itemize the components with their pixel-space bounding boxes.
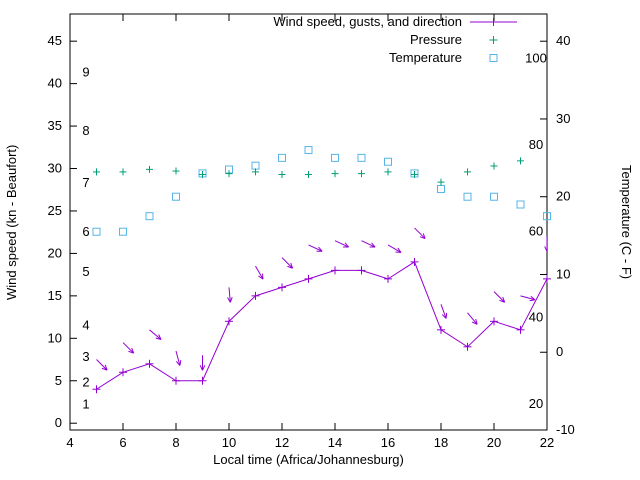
pressure-series — [93, 157, 524, 186]
svg-text:3: 3 — [82, 349, 89, 364]
svg-text:0: 0 — [556, 344, 563, 359]
svg-text:8: 8 — [172, 435, 179, 450]
svg-text:15: 15 — [48, 288, 62, 303]
svg-text:8: 8 — [82, 123, 89, 138]
svg-text:6: 6 — [119, 435, 126, 450]
svg-text:9: 9 — [82, 65, 89, 80]
svg-text:20: 20 — [556, 189, 570, 204]
svg-text:5: 5 — [82, 264, 89, 279]
svg-text:6: 6 — [82, 224, 89, 239]
gust-arrows — [96, 227, 547, 371]
svg-text:0: 0 — [55, 415, 62, 430]
temperature-series — [92, 146, 551, 236]
x-axis-title: Local time (Africa/Johannesburg) — [213, 452, 404, 467]
left-axis-title: Wind speed (kn - Beaufort) — [4, 144, 19, 300]
svg-text:45: 45 — [48, 33, 62, 48]
svg-text:20: 20 — [48, 245, 62, 260]
svg-text:7: 7 — [82, 175, 89, 190]
svg-text:20: 20 — [529, 396, 543, 411]
svg-text:Pressure: Pressure — [410, 32, 462, 47]
svg-text:80: 80 — [529, 137, 543, 152]
svg-text:2: 2 — [82, 374, 89, 389]
svg-text:20: 20 — [487, 435, 501, 450]
svg-text:25: 25 — [48, 203, 62, 218]
svg-text:12: 12 — [275, 435, 289, 450]
legend: Wind speed, gusts, and direction Pressure… — [273, 14, 517, 65]
plot-border — [69, 13, 548, 431]
svg-text:60: 60 — [529, 223, 543, 238]
svg-text:40: 40 — [556, 33, 570, 48]
svg-text:1: 1 — [82, 397, 89, 412]
svg-text:14: 14 — [328, 435, 342, 450]
svg-text:10: 10 — [222, 435, 236, 450]
svg-text:5: 5 — [55, 373, 62, 388]
svg-text:10: 10 — [556, 266, 570, 281]
svg-text:40: 40 — [529, 310, 543, 325]
svg-text:4: 4 — [82, 318, 89, 333]
svg-text:40: 40 — [48, 76, 62, 91]
axes: 4 6 8 10 12 14 16 18 20 2205101520253035404512345… — [48, 14, 575, 450]
svg-text:10: 10 — [48, 330, 62, 345]
svg-text:18: 18 — [434, 435, 448, 450]
svg-text:Temperature: Temperature — [389, 50, 462, 65]
svg-text:30: 30 — [556, 111, 570, 126]
svg-text:Wind speed, gusts, and directi: Wind speed, gusts, and direction — [273, 14, 462, 29]
svg-text:4: 4 — [66, 435, 73, 450]
wind-series — [92, 257, 551, 394]
svg-text:35: 35 — [48, 118, 62, 133]
svg-text:-10: -10 — [556, 422, 575, 437]
right-axis-title: Temperature (C - F) — [619, 164, 634, 280]
svg-text:16: 16 — [381, 435, 395, 450]
svg-text:100: 100 — [525, 50, 547, 65]
svg-text:30: 30 — [48, 161, 62, 176]
svg-text:22: 22 — [540, 435, 554, 450]
